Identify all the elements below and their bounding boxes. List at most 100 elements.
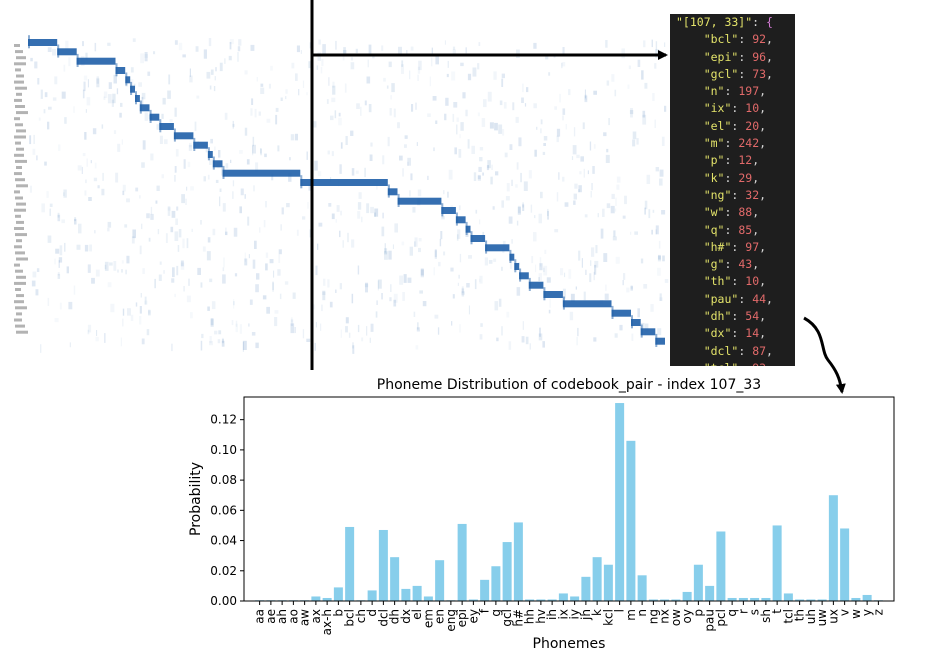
heatmap-cell (382, 155, 385, 165)
bar-epi (457, 523, 467, 601)
heatmap-cell (222, 267, 225, 272)
heatmap-cell (275, 107, 279, 112)
heatmap-row-tick (16, 147, 24, 151)
heatmap-cell (343, 47, 346, 55)
heatmap-cell (538, 273, 542, 281)
heatmap-cell (162, 97, 166, 105)
x-tick-label: hv (534, 609, 548, 624)
heatmap-cell (626, 287, 630, 293)
heatmap-cell (339, 164, 342, 174)
heatmap-cell (417, 66, 421, 74)
heatmap-cell (292, 292, 296, 299)
json-entries: "bcl": 92, "epi": 96, "gcl": 73, "n": 19… (670, 31, 795, 366)
heatmap-cell (239, 324, 242, 334)
heatmap-band-edge (455, 212, 458, 226)
heatmap-cell (49, 208, 51, 216)
heatmap-cell (195, 46, 199, 52)
heatmap-cell (444, 40, 446, 45)
heatmap-cell (175, 149, 179, 157)
heatmap-cell (120, 337, 122, 347)
heatmap-cell (374, 212, 376, 217)
heatmap-cell (420, 268, 424, 276)
bar-l (615, 403, 625, 601)
heatmap-row-tick (14, 208, 26, 212)
heatmap-cell (242, 340, 247, 350)
heatmap-cell (44, 92, 48, 98)
heatmap-cell (109, 262, 113, 266)
x-tick-label: em (421, 609, 435, 628)
heatmap-cell (95, 336, 99, 342)
heatmap-cell (277, 145, 280, 152)
heatmap-row-tick (14, 263, 20, 267)
heatmap-band-edge (300, 175, 303, 189)
heatmap-cell (388, 61, 392, 68)
heatmap-row-tick (14, 190, 20, 194)
heatmap-cell (36, 268, 40, 272)
heatmap-cell (222, 203, 226, 212)
heatmap-cell (569, 311, 574, 321)
heatmap-cell (87, 264, 91, 273)
json-entry: "n": 197, (703, 84, 767, 99)
json-entry-value: 10 (745, 274, 760, 289)
heatmap-cell (117, 269, 119, 273)
json-entry: "gcl": 73, (703, 66, 773, 81)
heatmap-cell (402, 168, 404, 177)
heatmap-cell (543, 267, 545, 272)
heatmap-cell (212, 228, 216, 236)
heatmap-cell (229, 42, 232, 50)
heatmap-cell (361, 216, 363, 223)
heatmap-cell (314, 342, 316, 351)
heatmap-cell (460, 122, 464, 131)
heatmap-cell (169, 119, 173, 123)
heatmap-cell (503, 102, 507, 109)
heatmap-band-edge (28, 35, 30, 49)
heatmap-cell (661, 210, 666, 215)
heatmap-cell (447, 60, 449, 68)
heatmap-cell (140, 53, 144, 64)
json-entry-value: 20 (745, 118, 760, 133)
heatmap-cell (458, 274, 460, 279)
heatmap-cell (441, 216, 445, 220)
heatmap-cell (312, 121, 317, 128)
heatmap-cell (148, 237, 151, 242)
heatmap-cell (214, 146, 216, 151)
heatmap-cell (224, 112, 228, 120)
heatmap-cell (511, 239, 513, 244)
heatmap-cell (206, 71, 211, 79)
json-entry-label: "epi" (703, 49, 739, 64)
heatmap-cell (435, 56, 439, 65)
heatmap-cell (345, 317, 349, 324)
heatmap-band (115, 67, 126, 74)
heatmap-cell (420, 269, 424, 278)
heatmap-cell (451, 321, 453, 326)
heatmap-cell (384, 251, 388, 260)
heatmap-cell (285, 96, 287, 100)
heatmap-cell (82, 41, 84, 47)
heatmap-cell (328, 77, 330, 86)
heatmap-cell (34, 61, 38, 69)
heatmap-cell (242, 341, 244, 352)
heatmap-row-tick (15, 159, 27, 163)
heatmap-cell (84, 190, 87, 196)
heatmap-row-tick (15, 269, 23, 273)
heatmap-cell (161, 174, 164, 179)
heatmap-band (562, 300, 612, 308)
heatmap-cell (176, 206, 179, 211)
heatmap-cell (96, 78, 100, 88)
heatmap-cell (542, 151, 546, 155)
y-tick-label: 0.02 (210, 564, 237, 578)
heatmap-cell (634, 231, 638, 235)
heatmap-cell (547, 208, 549, 216)
heatmap-row-tick (15, 141, 21, 145)
heatmap-cell (260, 83, 264, 87)
x-tick-label: jh (579, 609, 593, 621)
heatmap-cell (417, 74, 419, 81)
heatmap-cell (356, 103, 360, 109)
heatmap-cell (407, 277, 412, 283)
heatmap-cell (121, 269, 123, 273)
heatmap-cell (64, 242, 66, 252)
bar-g (491, 566, 501, 601)
heatmap-cell (429, 76, 431, 87)
json-entry-label: "th" (703, 274, 732, 289)
json-entry-value: 97 (745, 239, 760, 254)
